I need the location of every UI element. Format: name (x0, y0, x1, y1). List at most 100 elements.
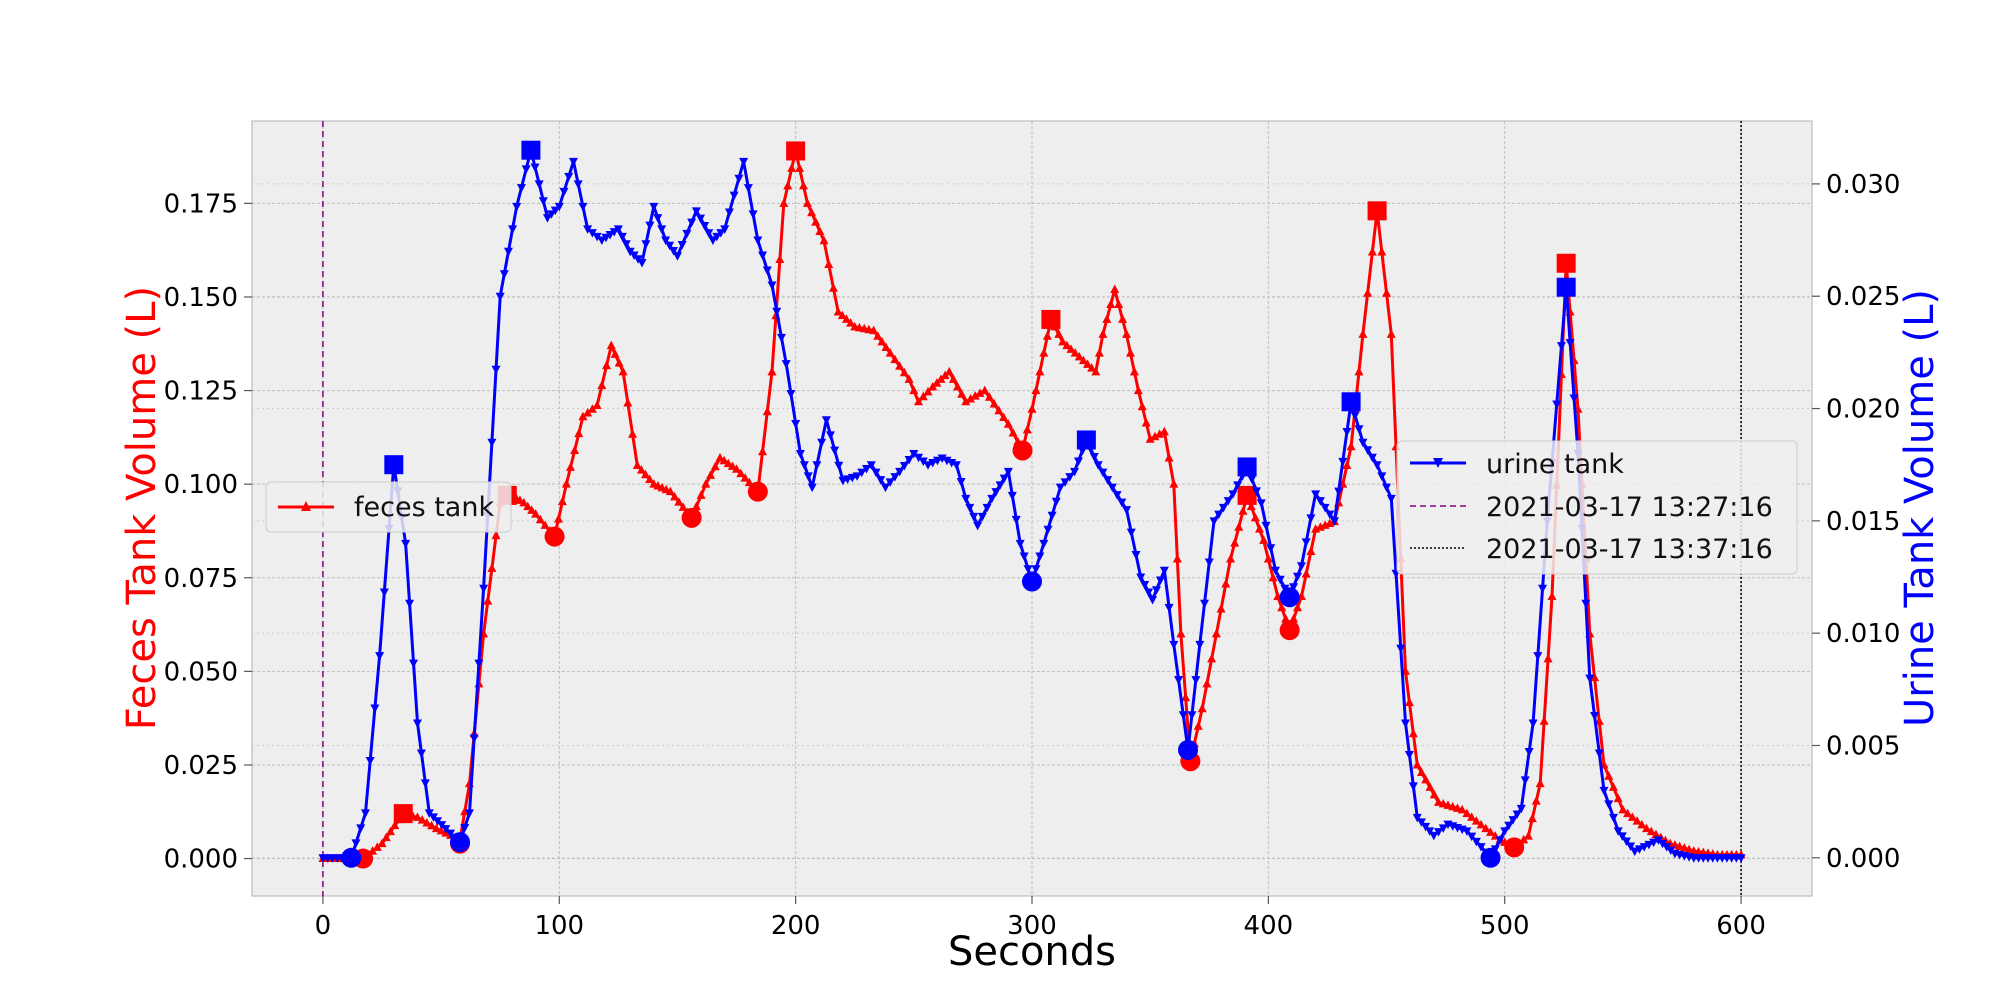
data-point (1255, 524, 1264, 533)
data-point (1301, 569, 1311, 578)
data-point (965, 503, 975, 513)
data-point (753, 236, 763, 246)
data-point (1131, 551, 1141, 560)
data-point (1382, 288, 1392, 297)
data-point (1642, 823, 1652, 833)
data-point (641, 469, 651, 479)
data-point (815, 226, 825, 235)
data-point (1621, 837, 1631, 846)
legend-label-urine: urine tank (1486, 449, 1624, 480)
data-point (1476, 843, 1486, 852)
data-point (1358, 438, 1368, 448)
data-point (1408, 728, 1418, 738)
data-point (1103, 476, 1113, 485)
data-point (487, 438, 497, 448)
data-point (1495, 836, 1505, 845)
data-point (1604, 771, 1614, 780)
data-point (1306, 514, 1316, 523)
data-point (422, 817, 432, 827)
data-point (1133, 385, 1143, 395)
legend-box (1396, 440, 1798, 575)
y-left-tick-label: 0.050 (164, 657, 238, 687)
data-point (1372, 461, 1382, 470)
data-point (412, 719, 422, 729)
data-point (1486, 827, 1496, 836)
data-point (1062, 340, 1072, 350)
data-point (1404, 750, 1414, 760)
trough-marker (1178, 739, 1198, 760)
data-point (1093, 461, 1103, 470)
data-point (499, 270, 509, 279)
data-point (1504, 821, 1514, 831)
data-point (795, 449, 805, 459)
data-point (614, 358, 624, 367)
data-point (1155, 429, 1165, 438)
data-point (617, 232, 627, 242)
data-point (1221, 579, 1231, 588)
data-point (1164, 603, 1174, 613)
data-point (1039, 539, 1049, 549)
data-point (1218, 503, 1228, 513)
data-point (899, 367, 909, 377)
data-point (1594, 716, 1604, 725)
data-point (436, 825, 446, 835)
data-point (1266, 544, 1276, 553)
data-point (1320, 503, 1330, 513)
data-point (1247, 475, 1257, 484)
data-point (1252, 487, 1262, 496)
y-left-tick-label: 0.175 (164, 189, 238, 219)
data-point (871, 468, 881, 478)
data-point (1051, 497, 1061, 507)
data-point (802, 198, 812, 207)
trough-marker (1279, 587, 1300, 608)
data-point (1023, 565, 1033, 574)
data-point (734, 174, 744, 184)
data-point (880, 483, 890, 493)
data-point (1159, 426, 1169, 436)
data-point (1527, 813, 1537, 823)
data-point (866, 461, 876, 470)
data-point (637, 259, 647, 268)
data-point (1604, 800, 1614, 809)
data-point (527, 505, 537, 514)
data-point (834, 461, 844, 471)
data-point (491, 530, 501, 540)
peak-marker (1041, 309, 1061, 329)
data-point (1117, 498, 1127, 508)
data-point (677, 241, 687, 250)
data-point (583, 225, 593, 234)
peak-marker (384, 455, 404, 475)
data-point (1500, 827, 1510, 836)
data-point (895, 467, 905, 477)
y-right-tick-label: 0.010 (1826, 619, 1900, 649)
data-point (1155, 576, 1165, 586)
data-point (1512, 810, 1522, 820)
data-point (1106, 299, 1116, 308)
data-point (1178, 711, 1188, 720)
data-point (1581, 599, 1591, 609)
data-point (716, 229, 726, 238)
y-left-tick-label: 0.000 (164, 845, 238, 875)
data-point (519, 497, 529, 507)
data-point (1471, 816, 1481, 825)
data-point (649, 202, 659, 212)
peak-marker (1076, 430, 1096, 450)
data-point (819, 235, 829, 245)
data-point (534, 180, 544, 189)
data-point (700, 221, 710, 231)
data-point (1083, 359, 1093, 368)
data-point (1666, 846, 1676, 855)
data-point (1293, 602, 1303, 612)
data-point (877, 336, 887, 346)
data-point (937, 454, 947, 463)
data-point (365, 756, 375, 766)
ticks: 0 100 200 300 400 500 600 0.000 0.025 0.050 0.075 0… (164, 170, 1901, 941)
data-point (636, 465, 646, 474)
data-point (1569, 394, 1579, 404)
data-point (724, 208, 734, 217)
data-point (370, 704, 380, 714)
data-point (1538, 584, 1548, 594)
data-point (1197, 703, 1207, 713)
legend-marker-urine (1433, 458, 1443, 468)
data-point (1107, 483, 1117, 493)
